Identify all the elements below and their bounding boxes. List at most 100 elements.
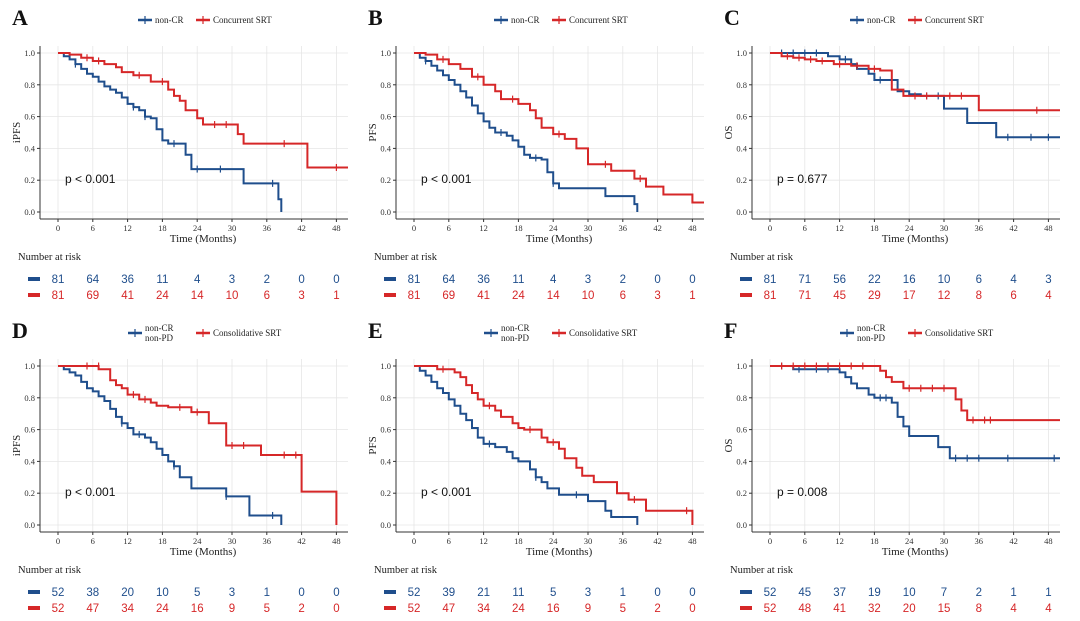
x-tick-label: 48 [688,536,697,546]
x-tick-label: 6 [803,223,807,233]
x-tick-label: 30 [584,223,593,233]
risk-count: 3 [654,290,660,302]
risk-count: 81 [408,274,421,286]
x-tick-label: 6 [447,536,451,546]
legend-label: non-CR [867,15,896,25]
x-tick-label: 30 [228,536,237,546]
y-tick-label: 0.0 [24,520,35,530]
risk-row-swatch [384,606,396,610]
x-tick-label: 12 [123,223,132,233]
y-tick-label: 0.0 [736,207,747,217]
legend-label: non-CR non-PD [501,323,530,343]
y-tick-label: 0.6 [24,425,35,435]
risk-count: 37 [833,587,846,599]
x-tick-label: 6 [803,536,807,546]
risk-count: 34 [477,603,490,615]
risk-count: 81 [52,290,65,302]
risk-count: 1 [1010,587,1016,599]
y-tick-label: 0.0 [380,520,391,530]
risk-count: 81 [408,290,421,302]
x-tick-label: 30 [228,223,237,233]
survival-curve-treatment [58,52,348,169]
x-tick-label: 42 [1009,536,1018,546]
risk-row-swatch [28,293,40,297]
p-value-label: p < 0.001 [421,485,472,499]
risk-count: 45 [798,587,811,599]
risk-count: 4 [194,274,201,286]
risk-row-swatch [384,277,396,281]
legend-label: non-CR non-PD [857,323,886,343]
y-tick-label: 0.6 [380,425,391,435]
survival-curve-treatment [414,365,694,525]
risk-table-title: Number at risk [374,252,438,263]
y-tick-label: 0.2 [380,175,391,185]
risk-count: 3 [229,274,235,286]
risk-count: 1 [620,587,626,599]
risk-count: 47 [86,603,99,615]
survival-curve-treatment [770,52,1060,112]
x-tick-label: 48 [688,223,697,233]
risk-table-title: Number at risk [18,565,82,576]
y-tick-label: 1.0 [24,48,35,58]
x-tick-label: 30 [940,223,949,233]
risk-row-swatch [384,590,396,594]
y-axis-title: iPFS [11,435,23,456]
risk-row-swatch [28,590,40,594]
x-axis-title: Time (Months) [526,233,593,245]
y-tick-label: 0.2 [24,175,35,185]
risk-count: 0 [689,603,695,615]
panel-label: D [12,318,28,343]
x-axis-title: Time (Months) [882,546,949,558]
risk-count: 8 [976,290,982,302]
risk-count: 64 [442,274,455,286]
risk-row-swatch [740,606,752,610]
risk-count: 3 [585,587,591,599]
survival-curve-reference [414,365,639,525]
y-tick-label: 1.0 [736,48,747,58]
risk-count: 71 [798,274,811,286]
x-tick-label: 48 [332,536,341,546]
risk-count: 11 [512,274,524,286]
plot-background [396,359,704,532]
risk-count: 10 [582,290,595,302]
x-tick-label: 42 [1009,223,1018,233]
risk-count: 36 [477,274,490,286]
risk-count: 5 [550,587,556,599]
risk-count: 52 [764,603,777,615]
y-tick-label: 1.0 [736,361,747,371]
km-panel-a: A0.00.20.40.60.81.00 6 12 18 24 30 36 42 48Time … [11,5,348,302]
x-tick-label: 18 [514,223,523,233]
risk-count: 6 [264,290,270,302]
x-tick-label: 0 [412,223,416,233]
x-axis-title: Time (Months) [170,546,237,558]
risk-count: 16 [191,603,204,615]
y-tick-label: 0.4 [736,456,747,466]
y-axis-title: OS [723,438,735,452]
x-tick-label: 24 [905,223,914,233]
x-tick-label: 24 [905,536,914,546]
survival-curve-reference [58,365,283,525]
risk-table-title: Number at risk [374,565,438,576]
risk-count: 38 [86,587,99,599]
risk-count: 41 [477,290,490,302]
risk-count: 52 [52,587,65,599]
risk-count: 0 [689,274,695,286]
risk-count: 4 [1010,274,1017,286]
risk-count: 14 [547,290,560,302]
legend-label: non-CR [155,15,184,25]
legend-label: Consolidative SRT [569,328,638,338]
risk-count: 14 [191,290,204,302]
risk-count: 3 [585,274,591,286]
y-tick-label: 0.2 [24,488,35,498]
y-axis-title: OS [723,125,735,139]
y-axis-title: iPFS [11,122,23,143]
risk-count: 81 [764,290,777,302]
risk-count: 4 [550,274,557,286]
x-tick-label: 30 [584,536,593,546]
km-panel-e: E0.00.20.40.60.81.00 6 12 18 24 30 36 42 48Time … [367,318,704,615]
risk-count: 9 [229,603,235,615]
p-value-label: p = 0.677 [777,172,828,186]
x-tick-label: 12 [479,223,488,233]
risk-count: 5 [194,587,200,599]
